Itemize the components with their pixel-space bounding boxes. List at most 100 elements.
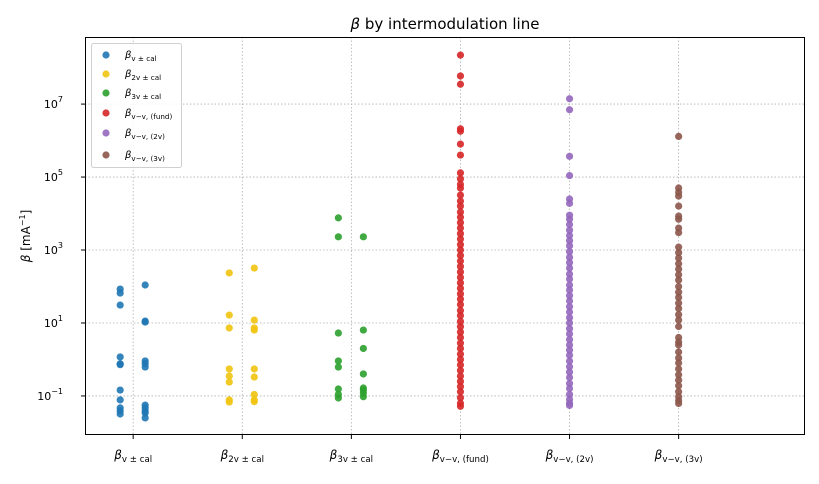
x-tick-label: βv−v, (fund) [431,448,489,465]
x-tick-label-base: β [220,448,229,462]
data-point [565,319,574,327]
data-point [456,262,465,271]
y-tick-label-base: 10 [37,390,51,403]
data-point [456,323,465,331]
data-point [565,275,574,283]
data-point [565,199,574,207]
data-point [456,151,465,159]
data-point [565,220,574,229]
data-point [456,394,465,402]
data-point [141,318,149,326]
data-point [334,394,342,402]
legend-label: βv−v, (2v) [124,128,165,141]
legend-label-base: β [124,69,132,80]
data-point [456,328,465,336]
data-point [225,324,233,332]
legend-label-base: β [124,150,132,161]
legend-marker [102,89,110,97]
data-point [250,397,258,406]
data-point [565,231,574,240]
legend-label-subscript: 2v ± cal [131,73,161,82]
data-point [565,264,574,272]
x-tick-label: β3v ± cal [329,448,373,465]
data-point [456,51,465,59]
data-point [675,348,683,356]
data-point [141,363,149,371]
data-point [565,171,574,180]
y-tick-label: 10−1 [37,387,63,403]
data-point [675,322,683,331]
data-point [456,350,465,358]
data-point [456,219,465,227]
data-point [675,376,683,384]
data-point [225,378,233,386]
data-point [675,382,683,390]
data-point [359,326,367,334]
data-point [250,390,258,399]
data-point [565,357,574,365]
y-tick-label-exponent: 7 [58,95,63,104]
data-point [675,288,683,296]
data-point [456,127,465,135]
data-point [225,365,233,373]
data-point [456,140,465,148]
legend-label-subscript: v ± cal [131,54,156,63]
x-tick-label: βv−v, (2v) [545,448,594,465]
data-point [456,372,465,380]
data-point [456,300,465,309]
legend-marker [102,129,110,137]
data-point [456,279,465,287]
data-point [359,393,367,401]
data-point [250,326,258,334]
y-tick-label-base: 10 [44,171,58,184]
data-point [565,314,574,322]
x-tick-label: βv−v, (3v) [654,448,703,465]
legend-label-subscript: v−v, (3v) [131,154,165,163]
data-point [565,259,574,267]
data-point [565,384,574,393]
x-tick-label-base: β [654,448,663,462]
y-tick-label: 107 [44,95,63,111]
data-point [359,370,367,378]
data-point [359,233,367,241]
data-point [675,215,683,223]
legend-marker [102,151,110,159]
x-tick-label-base: β [329,448,338,462]
data-point [456,306,465,315]
data-point [456,311,465,320]
y-tick-label-exponent: 3 [58,241,63,250]
y-tick-label: 105 [44,168,63,184]
legend-label-base: β [124,88,132,99]
data-point [565,308,574,316]
data-point [675,310,683,319]
data-point [675,132,683,141]
data-point [225,372,233,380]
data-point [456,290,465,298]
data-point [565,106,574,114]
x-tick-label-subscript: v−v, (2v) [553,455,593,465]
data-point [675,229,683,237]
data-point [456,197,465,205]
data-point [456,273,465,281]
legend-label: β2v ± cal [124,69,161,82]
data-point [359,344,367,353]
legend-label-base: β [124,50,132,61]
data-point [456,80,465,88]
data-point [675,202,683,210]
legend-label-base: β [124,128,132,139]
legend-label-base: β [124,108,132,119]
data-point [334,233,342,241]
data-point [675,359,683,367]
data-point [675,365,683,373]
data-point [456,191,465,199]
data-point [141,281,149,289]
data-point [250,373,258,381]
legend-label: βv−v, (3v) [124,150,165,163]
legend-label: βv ± cal [124,50,157,63]
legend-label: βv−v, (fund) [124,108,172,121]
data-point [675,399,683,408]
data-point [675,254,683,262]
data-point [565,325,574,333]
x-axis: βv ± cal β2v ± cal β3v ± cal βv−v, (fund) βv… [113,435,703,465]
data-point [675,316,683,324]
